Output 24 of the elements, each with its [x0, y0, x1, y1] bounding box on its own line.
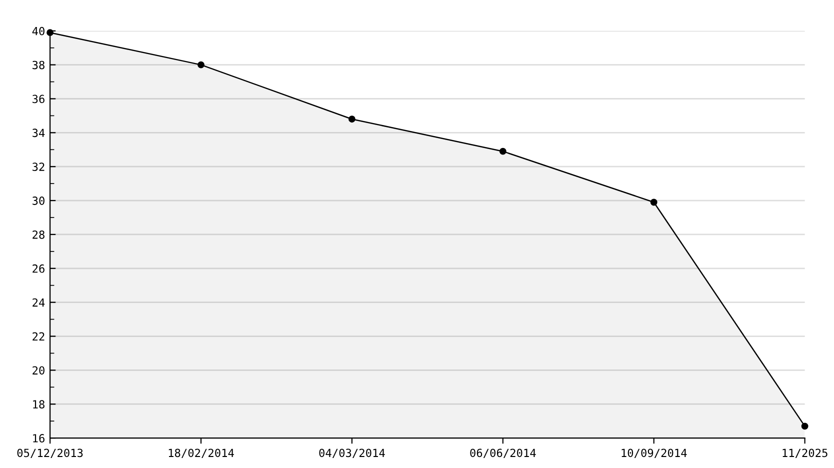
point	[650, 198, 658, 206]
y-tick-label: 36	[32, 94, 44, 104]
y-tick-label: 22	[32, 332, 44, 341]
point	[499, 148, 506, 155]
x-tick-label: 04/03/2014	[319, 448, 385, 458]
x-tick-label: 18/02/2014	[168, 448, 234, 458]
point	[198, 61, 204, 68]
y-tick-label: 16	[33, 434, 44, 442]
y-tick-label: 32	[32, 162, 44, 172]
x-tick-label: 10/09/2014	[622, 448, 687, 458]
y-tick-label: 26	[32, 264, 44, 273]
y-tick-label: 34	[32, 128, 45, 138]
y-tick-label: 38	[32, 60, 44, 70]
point	[348, 116, 356, 123]
y-tick-label: 28	[32, 230, 44, 239]
x-tick-label: 11/2025	[782, 448, 828, 458]
x-tick-label: 06/06/2014	[470, 448, 536, 458]
y-tick-label: 30	[32, 196, 44, 205]
y-tick-label: 20	[32, 366, 44, 375]
x-tick-label: 05/12/2013	[17, 448, 83, 458]
y-tick-label: 24	[32, 298, 45, 307]
y-tick-label: 18	[33, 400, 44, 409]
y-tick-label: 40	[32, 26, 44, 36]
point	[801, 422, 808, 430]
